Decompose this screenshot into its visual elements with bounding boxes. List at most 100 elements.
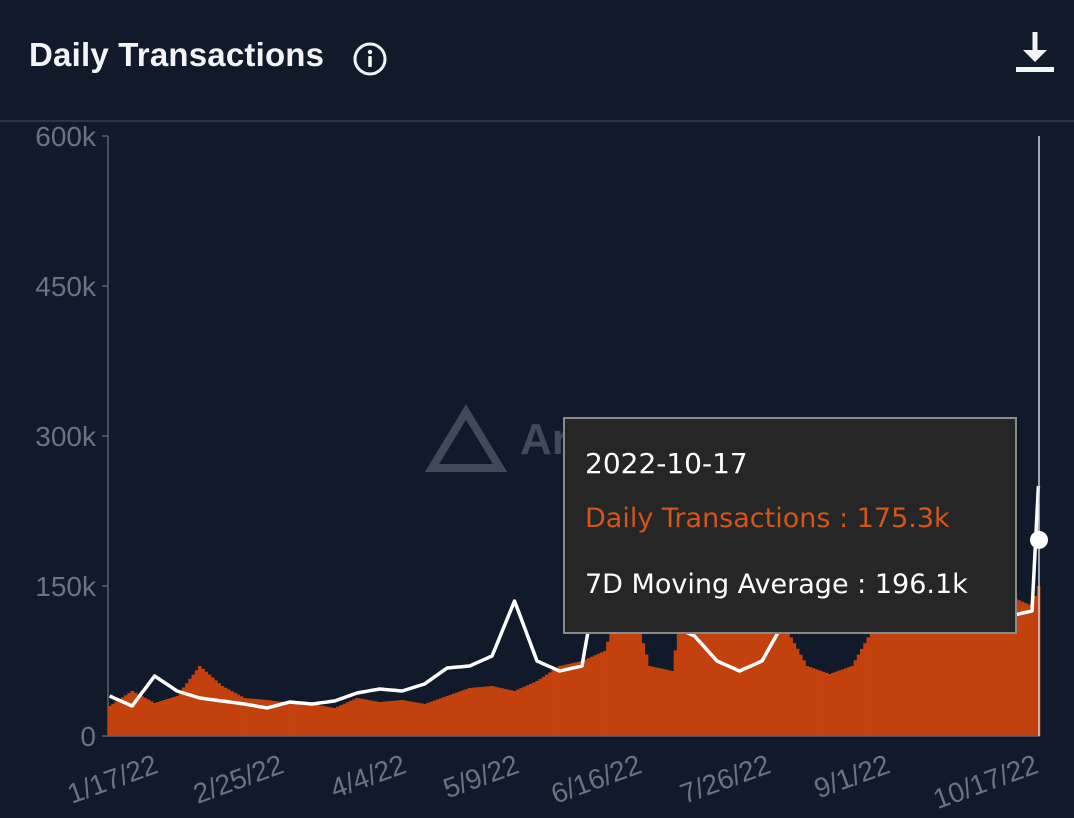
daily-bar — [1007, 596, 1012, 736]
daily-bar — [557, 666, 562, 736]
daily-bar — [615, 613, 620, 736]
daily-bar — [471, 687, 475, 736]
daily-bar — [361, 699, 366, 736]
daily-bar — [808, 667, 813, 736]
daily-bar — [798, 654, 803, 736]
tooltip-separator: : — [857, 569, 867, 600]
daily-bar — [869, 631, 874, 736]
daily-bar — [493, 686, 498, 736]
chart-area: 0 150k 300k 450k 600k 1/17/22 2/25/22 4/4/22 5/9… — [0, 124, 1074, 818]
daily-bar — [988, 600, 993, 736]
daily-bar — [933, 564, 938, 736]
daily-bar — [416, 702, 421, 736]
daily-bar — [1027, 604, 1031, 736]
daily-bar — [978, 605, 983, 736]
daily-bar — [291, 703, 295, 736]
daily-bar — [548, 672, 552, 736]
daily-bar — [108, 706, 112, 736]
daily-bar — [612, 623, 617, 736]
x-tick-label: 10/17/22 — [929, 749, 1042, 815]
daily-bar — [294, 703, 299, 736]
daily-bar — [818, 670, 822, 736]
daily-bar — [885, 611, 890, 736]
daily-bar — [651, 666, 655, 736]
daily-bar — [715, 626, 720, 736]
daily-bar — [644, 654, 649, 736]
daily-bar — [532, 682, 536, 736]
daily-bar — [387, 701, 392, 736]
daily-bar — [358, 698, 363, 736]
daily-bar — [876, 622, 880, 736]
daily-bar — [152, 703, 157, 736]
daily-bar — [461, 690, 466, 736]
daily-bar — [345, 702, 350, 736]
daily-bar — [426, 702, 430, 736]
x-tick-label: 7/26/22 — [676, 749, 774, 810]
y-tick-label: 150k — [35, 571, 97, 602]
daily-bar — [172, 697, 176, 736]
daily-bar — [702, 568, 707, 736]
daily-bar — [1014, 598, 1018, 736]
daily-bar — [773, 628, 777, 736]
daily-bar — [921, 541, 925, 736]
daily-bar — [377, 702, 382, 736]
daily-bar — [908, 563, 912, 736]
daily-bar — [381, 701, 385, 736]
download-icon[interactable] — [1012, 30, 1058, 76]
daily-bar — [856, 654, 861, 736]
x-tick-label: 2/25/22 — [189, 749, 287, 810]
daily-bar — [654, 667, 658, 736]
daily-bar — [304, 703, 308, 736]
daily-bar — [831, 672, 835, 736]
daily-bar — [953, 598, 957, 736]
daily-bar — [246, 698, 250, 736]
daily-bar — [635, 620, 639, 736]
daily-bar — [136, 694, 141, 736]
daily-bar — [535, 681, 540, 736]
daily-bar — [300, 703, 305, 736]
daily-bar — [316, 705, 321, 736]
tooltip-daily-label: Daily Transactions — [585, 503, 831, 534]
daily-bar — [374, 701, 379, 736]
daily-bar — [252, 698, 257, 736]
daily-bar — [564, 664, 568, 736]
daily-bar — [397, 700, 401, 736]
daily-bar — [680, 608, 684, 736]
x-tick-label: 1/17/22 — [63, 749, 161, 810]
daily-bar — [165, 699, 170, 736]
daily-bar — [847, 667, 851, 736]
daily-bar — [275, 701, 279, 736]
daily-bar — [956, 604, 961, 736]
daily-bar — [689, 546, 694, 736]
daily-bar — [673, 650, 678, 736]
daily-bar — [561, 665, 565, 736]
daily-bar — [606, 641, 610, 736]
daily-bar — [827, 674, 832, 736]
daily-bar — [1030, 606, 1034, 736]
daily-bar — [455, 692, 459, 736]
daily-bar — [850, 666, 854, 736]
daily-bar — [516, 689, 520, 736]
daily-bar — [249, 698, 254, 736]
daily-bar — [124, 695, 128, 736]
daily-bar — [940, 576, 944, 736]
info-icon[interactable] — [352, 41, 388, 77]
daily-bar — [744, 606, 748, 736]
daily-bar — [185, 683, 189, 736]
daily-bar — [541, 676, 546, 736]
daily-bar — [641, 643, 646, 736]
daily-bar — [464, 689, 469, 736]
daily-bar — [419, 703, 424, 736]
daily-bar — [512, 691, 517, 736]
tooltip-series-ma: 7D Moving Average : 196.1k — [585, 569, 968, 600]
daily-bar — [1023, 603, 1028, 736]
daily-bar — [194, 670, 199, 736]
daily-bar — [522, 686, 527, 736]
daily-bar — [950, 593, 954, 736]
daily-bar — [667, 670, 671, 736]
daily-bar — [175, 696, 180, 736]
daily-bar — [201, 668, 205, 736]
daily-bar — [853, 660, 858, 736]
daily-bar — [1033, 596, 1038, 736]
daily-bar — [663, 669, 668, 736]
